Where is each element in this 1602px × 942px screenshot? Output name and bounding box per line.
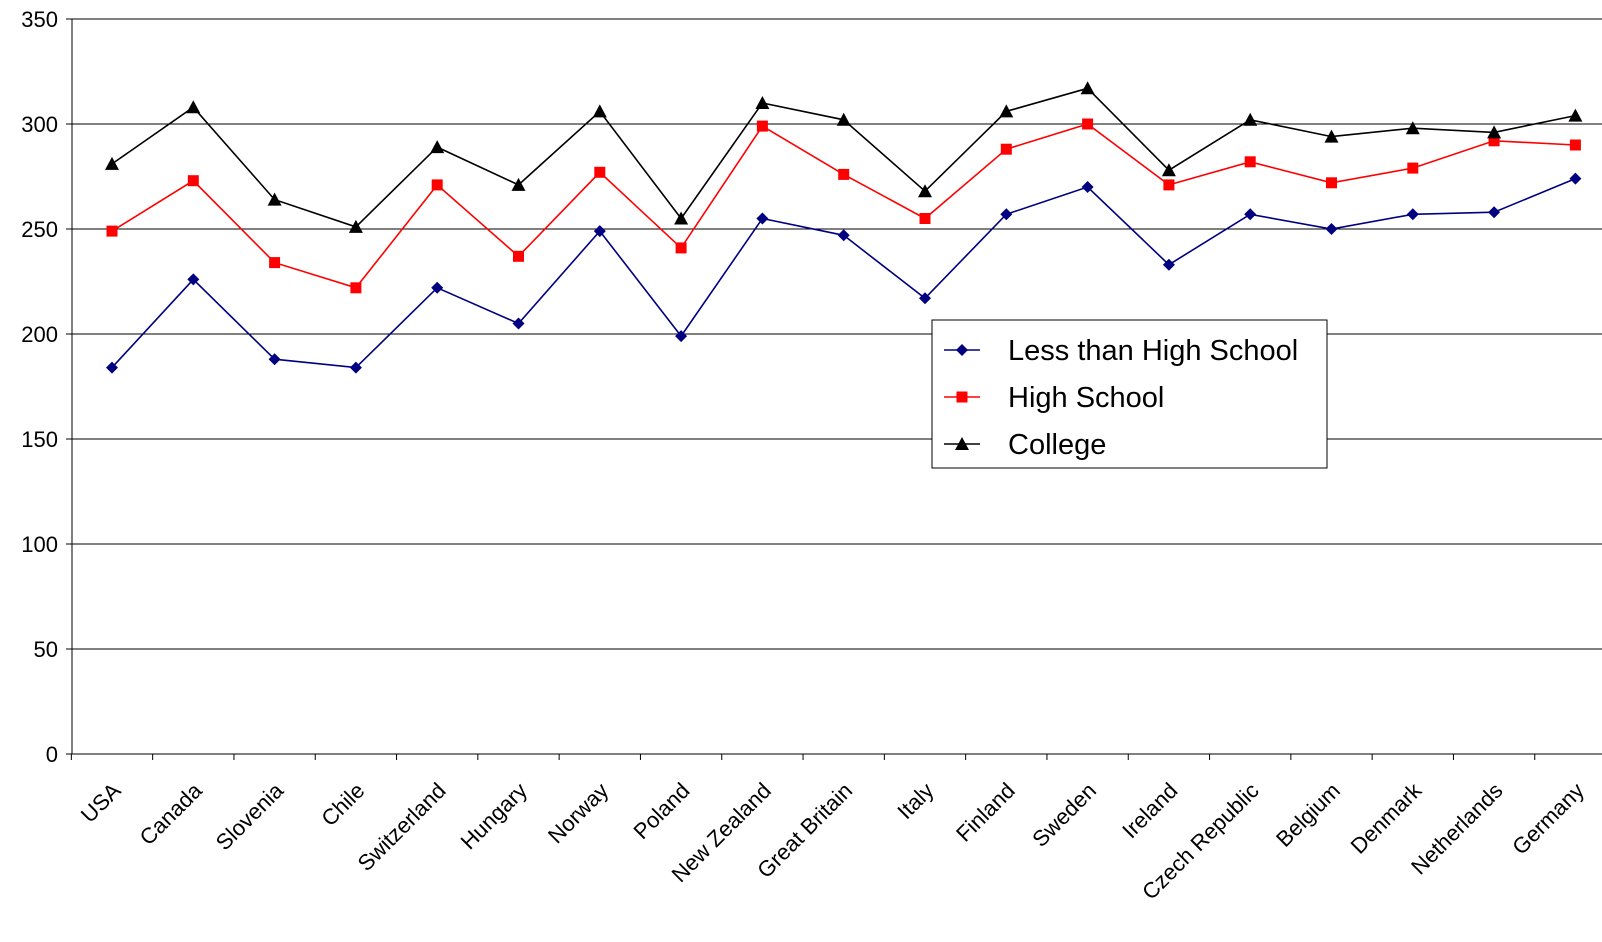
point-college-poland	[674, 211, 689, 225]
series-line-college	[111, 87, 1576, 228]
y-tick-label-100: 100	[21, 532, 58, 557]
point-high-school-italy	[919, 213, 931, 224]
x-tick-label-chile: Chile	[316, 778, 369, 831]
x-tick-label-germany: Germany	[1507, 778, 1589, 860]
point-high-school-switzerland	[431, 179, 443, 191]
point-less-than-high-school-great-britain	[837, 229, 850, 242]
point-college-canada	[186, 100, 201, 114]
point-high-school-slovenia	[269, 257, 281, 269]
series-line-less-than-high-school	[111, 177, 1576, 369]
point-high-school-czech-republic	[1244, 156, 1256, 168]
point-less-than-high-school-hungary	[512, 317, 525, 330]
point-high-school-ireland	[1163, 179, 1175, 191]
x-tick-label-canada: Canada	[135, 777, 208, 850]
point-high-school-canada	[187, 175, 199, 187]
point-less-than-high-school-canada	[187, 273, 200, 286]
point-college-finland	[999, 104, 1014, 118]
point-high-school-usa	[106, 225, 118, 237]
series-line-high-school	[111, 123, 1576, 289]
point-college-germany	[1568, 108, 1583, 122]
point-less-than-high-school-czech-republic	[1244, 208, 1257, 221]
x-tick-label-poland: Poland	[629, 778, 695, 844]
point-college-ireland	[1161, 163, 1176, 177]
y-tick-label-300: 300	[21, 112, 58, 137]
point-less-than-high-school-italy	[919, 292, 931, 305]
point-college-chile	[348, 219, 363, 233]
legend-marker-college	[955, 437, 969, 450]
y-tick-label-50: 50	[34, 637, 58, 662]
legend-box	[931, 319, 1328, 469]
point-less-than-high-school-poland	[675, 330, 688, 343]
y-tick-label-0: 0	[46, 742, 58, 767]
point-high-school-belgium	[1326, 177, 1337, 189]
x-tick-label-hungary: Hungary	[456, 778, 532, 854]
point-less-than-high-school-belgium	[1325, 223, 1338, 235]
point-less-than-high-school-germany	[1569, 172, 1582, 185]
point-less-than-high-school-new-zealand	[756, 212, 769, 225]
point-less-than-high-school-norway	[593, 225, 606, 238]
point-college-sweden	[1080, 81, 1095, 95]
point-less-than-high-school-chile	[349, 361, 362, 374]
point-less-than-high-school-switzerland	[431, 281, 444, 294]
y-tick-label-250: 250	[21, 217, 58, 242]
x-tick-label-usa: USA	[76, 778, 126, 828]
point-high-school-new-zealand	[756, 120, 768, 132]
point-less-than-high-school-slovenia	[268, 353, 281, 366]
point-high-school-denmark	[1407, 162, 1419, 174]
point-less-than-high-school-netherlands	[1488, 206, 1501, 219]
point-high-school-poland	[675, 242, 687, 254]
point-high-school-norway	[594, 166, 606, 178]
y-tick-label-350: 350	[21, 7, 58, 32]
point-college-slovenia	[267, 192, 282, 206]
x-tick-label-slovenia: Slovenia	[211, 777, 289, 855]
point-college-italy	[918, 184, 932, 198]
point-high-school-hungary	[513, 250, 524, 262]
legend-marker-less-than-high-school	[956, 344, 968, 356]
x-tick-label-italy: Italy	[892, 778, 938, 824]
point-high-school-germany	[1569, 139, 1581, 151]
point-college-usa	[105, 156, 119, 170]
point-college-new-zealand	[755, 96, 770, 109]
point-less-than-high-school-usa	[106, 361, 118, 374]
legend-label-less-than-high-school: Less than High School	[1008, 335, 1298, 367]
x-tick-label-belgium: Belgium	[1271, 778, 1345, 852]
point-less-than-high-school-ireland	[1162, 258, 1175, 271]
x-tick-label-switzerland: Switzerland	[353, 778, 451, 876]
y-tick-label-200: 200	[21, 322, 58, 347]
point-college-switzerland	[430, 140, 445, 154]
point-college-norway	[592, 104, 607, 118]
point-college-hungary	[511, 177, 526, 191]
point-high-school-finland	[1000, 143, 1012, 155]
point-college-belgium	[1324, 129, 1339, 143]
legend-label-college: College	[1008, 429, 1106, 461]
point-college-great-britain	[836, 112, 851, 126]
point-high-school-sweden	[1082, 118, 1094, 130]
x-tick-label-norway: Norway	[543, 778, 613, 848]
point-college-denmark	[1405, 121, 1420, 135]
y-tick-label-150: 150	[21, 427, 58, 452]
x-tick-label-finland: Finland	[951, 778, 1020, 847]
point-college-czech-republic	[1243, 112, 1258, 126]
point-high-school-netherlands	[1488, 135, 1500, 147]
x-tick-label-denmark: Denmark	[1346, 777, 1427, 858]
legend-marker-high-school	[956, 391, 968, 403]
x-tick-label-ireland: Ireland	[1117, 778, 1182, 843]
point-high-school-great-britain	[838, 168, 850, 180]
x-tick-label-sweden: Sweden	[1027, 778, 1101, 852]
point-less-than-high-school-sweden	[1081, 181, 1094, 193]
point-high-school-chile	[350, 282, 362, 294]
point-less-than-high-school-finland	[1000, 208, 1013, 221]
point-less-than-high-school-denmark	[1406, 208, 1419, 221]
point-college-netherlands	[1487, 125, 1502, 139]
legend-label-high-school: High School	[1008, 382, 1164, 414]
